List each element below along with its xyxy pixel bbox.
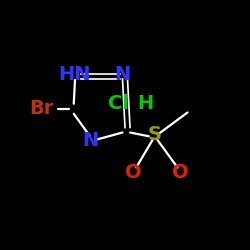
Text: H: H (137, 94, 153, 113)
Text: O: O (172, 163, 188, 182)
Text: Br: Br (29, 99, 54, 118)
Text: N: N (114, 66, 130, 84)
Text: Cl: Cl (108, 94, 129, 113)
Text: S: S (148, 126, 162, 144)
Text: HN: HN (59, 66, 91, 84)
Text: N: N (82, 130, 98, 150)
Text: O: O (126, 163, 142, 182)
